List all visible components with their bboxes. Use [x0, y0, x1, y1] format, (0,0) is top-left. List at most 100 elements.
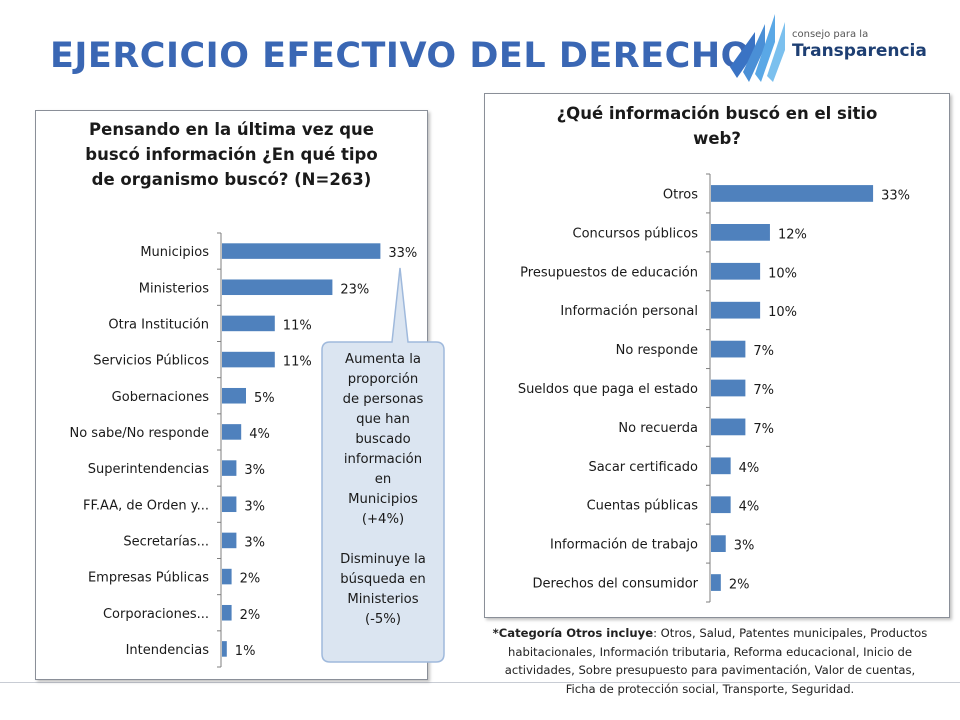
data-label: 4%	[739, 461, 760, 476]
bar	[711, 418, 746, 436]
data-label: 10%	[768, 266, 797, 281]
category-label: Empresas Públicas	[88, 571, 209, 586]
footer-divider	[0, 682, 960, 683]
bar	[222, 315, 275, 332]
callout-line: (-5%)	[365, 612, 401, 627]
chart-panel-informacion: ¿Qué información buscó en el sitio web? …	[484, 93, 950, 618]
logo-stripe	[755, 14, 775, 82]
data-label: 33%	[881, 188, 910, 203]
bar	[222, 496, 237, 513]
bar	[222, 532, 237, 549]
logo-stripe	[730, 32, 755, 78]
logo-text-small: consejo para la	[792, 29, 869, 40]
footnote: *Categoría Otros incluye: Otros, Salud, …	[490, 624, 930, 698]
bar	[222, 460, 237, 476]
data-label: 3%	[244, 535, 265, 550]
callout-line: búsqueda en	[340, 572, 426, 587]
bar	[222, 604, 232, 621]
category-label: Superintendencias	[88, 462, 209, 477]
bar-chart-organismo: Municipios 33% Ministerios 23% Otra Instituc…	[69, 232, 417, 668]
category-label: Municipios	[140, 245, 209, 260]
callout-line	[326, 530, 440, 550]
bar	[222, 243, 381, 259]
category-label: Intendencias	[126, 643, 210, 658]
category-label: Servicios Públicos	[93, 354, 209, 369]
bar	[711, 574, 721, 591]
logo-stripe	[743, 24, 765, 82]
category-label: No recuerda	[618, 421, 698, 436]
data-label: 3%	[734, 539, 755, 554]
data-label: 3%	[244, 463, 265, 478]
category-label: FF.AA, de Orden y...	[83, 498, 209, 513]
logo-stripe	[767, 22, 785, 82]
category-label: Secretarías...	[123, 534, 209, 549]
data-label: 11%	[283, 355, 312, 370]
category-label: Información personal	[560, 304, 698, 319]
data-label: 5%	[254, 391, 275, 406]
category-label: Derechos del consumidor	[533, 577, 699, 592]
chart-title: ¿Qué información buscó en el sitio web?	[556, 104, 878, 148]
bar	[711, 223, 770, 241]
bar	[711, 340, 746, 358]
bar	[711, 262, 761, 280]
data-label: 3%	[244, 499, 265, 514]
footnote-label: *Categoría Otros incluye	[492, 626, 654, 640]
bar	[711, 379, 746, 397]
callout-line: información	[343, 452, 423, 467]
category-label: Concursos públicos	[573, 226, 699, 241]
category-label: Sacar certificado	[588, 460, 698, 475]
data-label: 4%	[739, 500, 760, 515]
data-label: 7%	[753, 383, 774, 398]
slide-title: EJERCICIO EFECTIVO DEL DERECHO	[50, 36, 751, 76]
data-label: 2%	[240, 608, 261, 623]
callout-text: Aumenta la proporción de personas que han bu…	[326, 350, 440, 630]
data-label: 4%	[249, 427, 270, 442]
bar	[222, 351, 275, 368]
callout-line: Disminuye la	[340, 552, 426, 567]
callout-line: (+4%)	[361, 512, 405, 527]
data-label: 23%	[340, 282, 369, 297]
callout-line: en	[374, 472, 392, 487]
bar	[711, 535, 726, 553]
data-label: 2%	[729, 578, 750, 593]
transparency-logo-icon	[730, 14, 785, 82]
bar-chart-informacion: Otros 33% Concursos públicos 12% Presupuesto…	[518, 173, 910, 603]
bar	[222, 424, 242, 440]
category-label: No responde	[616, 343, 698, 358]
category-label: No sabe/No responde	[69, 426, 209, 441]
bar	[711, 301, 761, 319]
data-label: 2%	[240, 572, 261, 587]
category-label: Cuentas públicas	[587, 499, 699, 514]
category-label: Otra Institución	[108, 317, 209, 332]
data-label: 10%	[768, 305, 797, 320]
bar	[222, 387, 246, 404]
data-label: 11%	[283, 318, 312, 333]
data-label: 7%	[753, 344, 774, 359]
chart-title: Pensando en la última vez que buscó info…	[85, 120, 378, 189]
bar	[711, 185, 874, 202]
category-label: Ministerios	[139, 281, 209, 296]
data-label: 12%	[778, 227, 807, 242]
category-label: Corporaciones...	[103, 607, 209, 622]
footnote-text: : Otros, Salud, Patentes municipales, Pr…	[504, 626, 928, 696]
logo-text-main: Transparencia	[792, 41, 927, 61]
data-label: 1%	[235, 644, 256, 659]
category-label: Otros	[663, 187, 698, 202]
callout-line: proporción	[347, 372, 419, 387]
callout-line: que han	[356, 412, 410, 427]
category-label: Información de trabajo	[550, 538, 698, 553]
bar	[222, 568, 232, 585]
data-label: 33%	[388, 246, 417, 261]
category-label: Sueldos que paga el estado	[518, 382, 698, 397]
data-label: 7%	[753, 422, 774, 437]
category-label: Gobernaciones	[112, 390, 210, 405]
callout-line: buscado	[355, 432, 411, 447]
chart-panel-organismo: Pensando en la última vez que buscó info…	[35, 110, 428, 680]
bar	[222, 641, 227, 657]
category-label: Presupuestos de educación	[520, 265, 698, 280]
bar	[711, 457, 731, 475]
callout-line: Aumenta la	[345, 352, 421, 367]
bar	[711, 496, 731, 514]
bar	[222, 279, 333, 296]
callout-line: Municipios	[348, 492, 418, 507]
